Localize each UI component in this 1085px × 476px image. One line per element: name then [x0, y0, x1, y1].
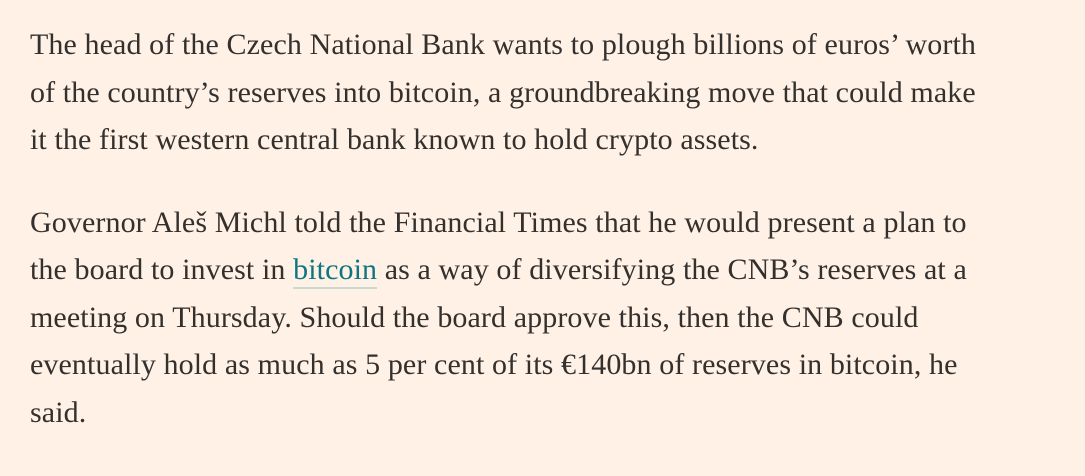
text-line: The head of the Czech National Bank want… — [30, 28, 976, 61]
text-line-with-link: the board to invest in bitcoin as a way … — [30, 246, 1055, 294]
bitcoin-link[interactable]: bitcoin — [293, 253, 378, 289]
text-line: meeting on Thursday. Should the board ap… — [30, 300, 919, 334]
text-run: the board to invest in — [30, 253, 294, 286]
text-line: it the first western central bank known … — [30, 123, 759, 156]
paragraph-1: The head of the Czech National Bank want… — [30, 21, 1055, 164]
text-line: of the country’s reserves into bitcoin, … — [30, 75, 976, 109]
paragraph-2: Governor Aleš Michl told the Financial T… — [30, 199, 1055, 437]
text-line: said. — [30, 395, 87, 429]
article-body: The head of the Czech National Bank want… — [30, 21, 1055, 437]
text-run: as a way of diversifying the CNB’s reser… — [377, 253, 967, 286]
text-line: eventually hold as much as 5 per cent of… — [30, 348, 958, 381]
text-line: Governor Aleš Michl told the Financial T… — [30, 205, 967, 239]
